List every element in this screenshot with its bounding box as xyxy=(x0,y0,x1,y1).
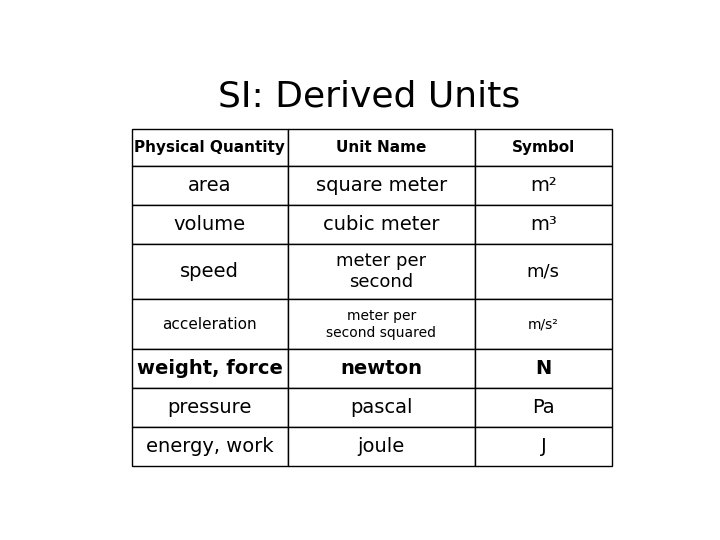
Text: m²: m² xyxy=(530,176,557,195)
Bar xyxy=(132,300,288,349)
Bar xyxy=(475,388,612,427)
Bar xyxy=(132,205,288,244)
Text: Unit Name: Unit Name xyxy=(336,140,426,156)
Text: weight, force: weight, force xyxy=(137,360,283,379)
Text: Physical Quantity: Physical Quantity xyxy=(135,140,285,156)
Text: m/s: m/s xyxy=(527,263,560,281)
Bar xyxy=(288,205,475,244)
Bar xyxy=(132,349,288,388)
Text: pressure: pressure xyxy=(168,399,252,417)
Bar xyxy=(475,427,612,466)
Bar xyxy=(288,244,475,300)
Bar xyxy=(475,300,612,349)
Bar xyxy=(132,244,288,300)
Text: speed: speed xyxy=(181,262,239,281)
Text: SI: Derived Units: SI: Derived Units xyxy=(218,79,520,113)
Bar xyxy=(132,129,288,166)
Bar xyxy=(288,300,475,349)
Bar xyxy=(288,166,475,205)
Bar xyxy=(475,349,612,388)
Text: cubic meter: cubic meter xyxy=(323,215,440,234)
Bar xyxy=(475,244,612,300)
Text: m/s²: m/s² xyxy=(528,318,559,332)
Bar xyxy=(475,166,612,205)
Bar xyxy=(288,349,475,388)
Text: newton: newton xyxy=(341,360,423,379)
Text: pascal: pascal xyxy=(350,399,413,417)
Bar xyxy=(288,129,475,166)
Text: acceleration: acceleration xyxy=(163,317,257,332)
Bar xyxy=(288,427,475,466)
Text: m³: m³ xyxy=(530,215,557,234)
Text: volume: volume xyxy=(174,215,246,234)
Text: Symbol: Symbol xyxy=(512,140,575,156)
Bar xyxy=(288,388,475,427)
Bar xyxy=(132,388,288,427)
Text: energy, work: energy, work xyxy=(146,437,274,456)
Text: Pa: Pa xyxy=(532,399,554,417)
Bar xyxy=(475,205,612,244)
Text: area: area xyxy=(188,176,232,195)
Text: joule: joule xyxy=(358,437,405,456)
Bar xyxy=(132,427,288,466)
Text: meter per
second: meter per second xyxy=(336,252,426,292)
Bar xyxy=(475,129,612,166)
Text: N: N xyxy=(535,360,552,379)
Text: meter per
second squared: meter per second squared xyxy=(326,309,436,340)
Text: square meter: square meter xyxy=(316,176,447,195)
Text: J: J xyxy=(541,437,546,456)
Bar xyxy=(132,166,288,205)
